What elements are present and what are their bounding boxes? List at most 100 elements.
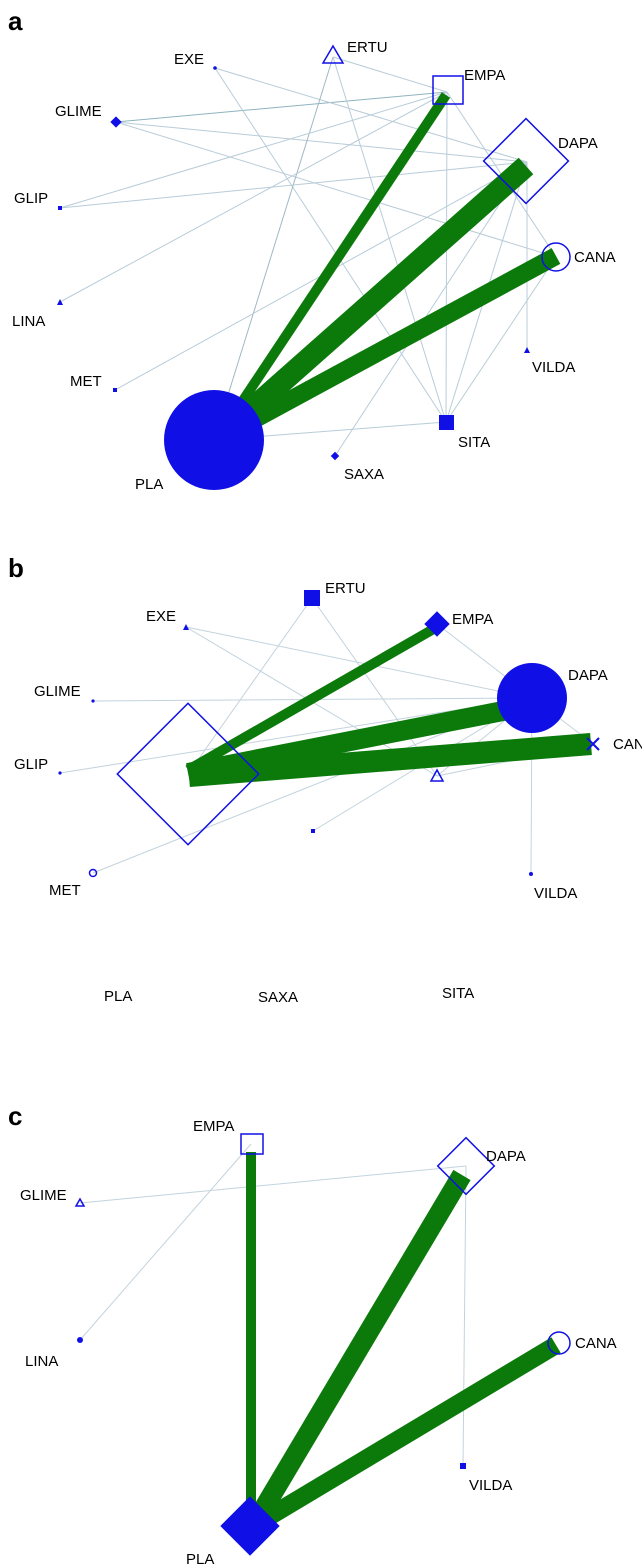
- node-b-vilda: [529, 872, 533, 876]
- label-b-ertu: ERTU: [325, 580, 366, 597]
- label-c-empa: EMPA: [193, 1118, 234, 1135]
- label-saxa: SAXA: [344, 466, 384, 483]
- edge-glip-empa: [59, 91, 448, 209]
- panel-b-nodes: [58, 590, 600, 878]
- edge-b-exe-dapa: [185, 626, 533, 699]
- node-c-pla: [220, 1496, 280, 1556]
- node-b-ertu: [304, 590, 320, 606]
- edge-b-ertu-pla: [187, 597, 313, 775]
- label-glip: GLIP: [14, 190, 48, 207]
- node-b-exe: [183, 624, 189, 630]
- node-glip: [58, 206, 62, 210]
- node-pla: [164, 390, 264, 490]
- edge-saxa-dapa: [334, 161, 528, 457]
- label-glime: GLIME: [55, 103, 102, 120]
- edge-c-lina-empa: [79, 1143, 252, 1341]
- label-met: MET: [70, 373, 102, 390]
- node-c-glime: [74, 1197, 86, 1207]
- node-empa: [432, 75, 464, 105]
- edge-lina-empa: [59, 91, 448, 303]
- panel-letter-b: b: [8, 553, 24, 583]
- edge-glime-cana: [115, 121, 557, 258]
- label-c-pla: PLA: [186, 1551, 214, 1568]
- panel-a-labels: EXE ERTU EMPA GLIME DAPA GLIP CANA LINA …: [12, 39, 616, 493]
- edge-c-pla-cana: [252, 1337, 561, 1532]
- node-saxa: [330, 451, 340, 461]
- label-b-exe: EXE: [146, 608, 176, 625]
- node-b-glip: [58, 771, 62, 775]
- node-c-dapa: [436, 1136, 496, 1196]
- node-met: [113, 388, 117, 392]
- label-b-met: MET: [49, 882, 81, 899]
- node-ertu: [321, 44, 345, 64]
- node-c-cana: [547, 1331, 571, 1355]
- label-b-cana: CANA: [613, 736, 642, 753]
- edge-b-ertu-sita: [311, 597, 438, 777]
- edge-glime-dapa: [115, 121, 528, 163]
- node-dapa: [482, 117, 570, 205]
- edge-c-vilda-dapa: [462, 1165, 467, 1467]
- node-b-sita: [429, 768, 445, 782]
- edge-ertu-empa: [332, 56, 448, 93]
- label-b-dapa: DAPA: [568, 667, 608, 684]
- edge-b-glip-dapa: [59, 697, 533, 774]
- node-b-met: [88, 868, 98, 878]
- node-exe: [213, 66, 217, 70]
- node-b-pla: [116, 702, 260, 846]
- label-vilda: VILDA: [532, 359, 575, 376]
- edge-glime-empa: [115, 91, 448, 123]
- label-empa: EMPA: [464, 67, 505, 84]
- label-c-vilda: VILDA: [469, 1477, 512, 1494]
- label-c-glime: GLIME: [20, 1187, 67, 1204]
- edge-pla-cana: [215, 248, 561, 446]
- panel-c-labels: EMPA DAPA GLIME CANA LINA VILDA PLA: [20, 1118, 617, 1568]
- label-b-vilda: VILDA: [534, 885, 577, 902]
- node-c-empa: [240, 1133, 264, 1155]
- label-c-cana: CANA: [575, 1335, 617, 1352]
- label-b-glime: GLIME: [34, 683, 81, 700]
- node-sita: [439, 415, 454, 430]
- node-c-vilda: [460, 1463, 466, 1469]
- label-lina: LINA: [12, 313, 45, 330]
- panel-b: b: [8, 553, 642, 1006]
- edge-exe-sita: [214, 67, 447, 423]
- label-b-empa: EMPA: [452, 611, 493, 628]
- label-pla: PLA: [135, 476, 163, 493]
- panel-letter-a: a: [8, 6, 23, 36]
- label-cana: CANA: [574, 249, 616, 266]
- node-b-cana: [586, 737, 600, 751]
- panel-c-nodes: [74, 1133, 571, 1556]
- edge-ertu-pla: [213, 56, 334, 441]
- label-c-dapa: DAPA: [486, 1148, 526, 1165]
- label-b-saxa: SAXA: [258, 989, 298, 1006]
- panel-c-strong-edges: [246, 1152, 561, 1532]
- node-b-glime: [91, 699, 95, 703]
- edge-c-glime-dapa: [79, 1165, 467, 1204]
- panel-a-strong-edges: [212, 92, 561, 446]
- panel-b-labels: ERTU EXE EMPA GLIME DAPA GLIP CANA MET V…: [14, 580, 642, 1006]
- edge-c-pla-dapa: [246, 1169, 471, 1529]
- panel-a: a: [8, 6, 616, 493]
- label-b-glip: GLIP: [14, 756, 48, 773]
- edge-ertu-sita: [332, 56, 447, 423]
- edge-sita-empa: [445, 91, 448, 423]
- edge-sita-cana: [445, 256, 557, 423]
- label-c-lina: LINA: [25, 1353, 58, 1370]
- node-b-dapa: [497, 663, 567, 733]
- node-glime: [110, 116, 122, 128]
- node-c-lina: [77, 1337, 83, 1343]
- node-b-saxa: [311, 829, 315, 833]
- label-exe: EXE: [174, 51, 204, 68]
- edge-b-pla-empa: [185, 622, 440, 775]
- panel-c-thin-edges: [79, 1143, 467, 1467]
- node-vilda: [524, 347, 530, 353]
- node-lina: [57, 299, 63, 305]
- panel-a-nodes: [57, 44, 571, 490]
- panel-letter-c: c: [8, 1101, 22, 1131]
- label-b-pla: PLA: [104, 988, 132, 1005]
- edge-pla-dapa: [212, 157, 534, 446]
- label-b-sita: SITA: [442, 985, 474, 1002]
- label-sita: SITA: [458, 434, 490, 451]
- edge-pla-empa: [215, 92, 451, 438]
